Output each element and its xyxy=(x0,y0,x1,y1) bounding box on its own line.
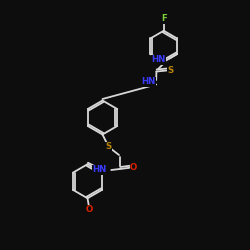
Text: F: F xyxy=(161,14,166,23)
Text: S: S xyxy=(105,142,112,151)
Text: HN: HN xyxy=(152,56,166,64)
Text: HN: HN xyxy=(142,78,156,86)
Text: HN: HN xyxy=(93,165,107,174)
Text: S: S xyxy=(168,66,174,75)
Text: O: O xyxy=(86,205,93,214)
Text: O: O xyxy=(130,163,137,172)
